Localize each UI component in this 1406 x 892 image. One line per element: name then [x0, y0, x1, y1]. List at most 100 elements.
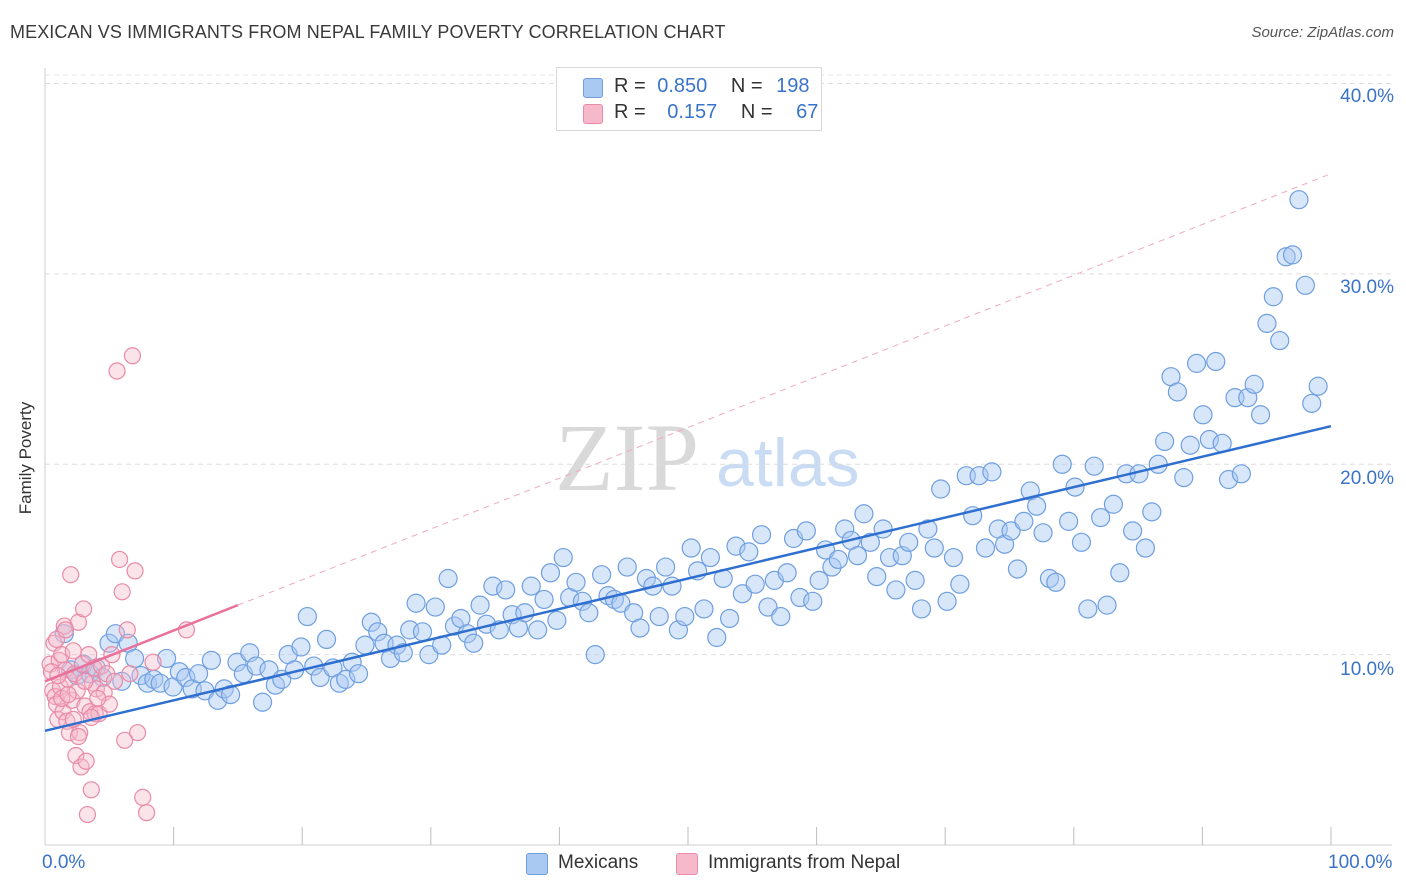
- mexicans-point: [630, 618, 650, 638]
- mexicans-point: [1033, 523, 1053, 543]
- mexicans-point: [125, 648, 145, 669]
- mexicans-point: [291, 637, 311, 657]
- mexicans-point: [310, 667, 330, 688]
- mexicans-point: [758, 597, 778, 617]
- mexicans-point: [297, 606, 317, 627]
- nepal-swatch: [583, 104, 603, 124]
- mexicans-point: [1084, 456, 1104, 476]
- mexicans-point: [656, 557, 676, 577]
- r-value: 0.850: [657, 75, 708, 97]
- mexicans-point: [771, 606, 791, 627]
- mexicans-swatch: [583, 78, 603, 98]
- mexicans-point: [649, 606, 669, 627]
- nepal-trend-extension: [237, 173, 1332, 606]
- r-value: 0.157: [667, 101, 718, 123]
- mexicans-point: [1059, 511, 1079, 531]
- mexicans-trend-line: [44, 424, 1332, 732]
- nepal-point: [116, 731, 134, 749]
- mexicans-point: [924, 538, 944, 558]
- watermark-zip: ZIP: [555, 404, 699, 511]
- mexicans-point: [579, 603, 599, 623]
- mexicans-point: [483, 576, 503, 596]
- mexicans-point: [1052, 454, 1072, 474]
- mexicans-point: [419, 645, 439, 665]
- mexicans-point: [566, 572, 586, 592]
- mexicans-point: [918, 519, 938, 539]
- watermark: ZIP atlas: [555, 404, 860, 511]
- mexicans-point: [464, 633, 484, 653]
- nepal-point: [77, 752, 95, 770]
- mexicans-point: [1289, 190, 1309, 210]
- mexicans-point: [176, 667, 196, 688]
- mexicans-point: [1091, 507, 1111, 528]
- mexicans-point: [534, 589, 554, 610]
- nepal-point: [108, 362, 126, 380]
- mexicans-point: [425, 597, 445, 617]
- mexicans-point: [943, 547, 964, 568]
- mexicans-point: [732, 584, 752, 604]
- mexicans-point: [189, 664, 209, 684]
- y-tick-label-10: 10.0%: [1340, 659, 1394, 680]
- mexicans-point: [1155, 431, 1175, 452]
- mexicans-point: [208, 690, 228, 710]
- mexicans-point: [496, 580, 516, 600]
- mexicans-point: [157, 648, 177, 669]
- nepal-point: [69, 727, 88, 746]
- mexicans-point: [316, 629, 337, 650]
- mexicans-point: [1295, 275, 1315, 295]
- mexicans-point: [982, 462, 1002, 482]
- mexicans-point: [1206, 351, 1226, 372]
- mexicans-point: [675, 606, 695, 627]
- mexicans-point: [105, 624, 126, 644]
- mexicans-point: [803, 591, 823, 611]
- nepal-point: [113, 583, 131, 601]
- y-tick-label-20: 20.0%: [1340, 468, 1394, 489]
- mexicans-point: [470, 595, 490, 615]
- x-tick-label-max: 100.0%: [1328, 852, 1393, 873]
- mexicans-point: [707, 627, 727, 648]
- nepal-point: [110, 550, 129, 569]
- mexicans-point: [694, 599, 714, 619]
- mexicans-point: [1186, 353, 1207, 373]
- mexicans-point: [739, 542, 759, 562]
- mexicans-point: [1103, 494, 1124, 514]
- mexicans-point: [886, 580, 906, 600]
- mexicans-point: [796, 521, 816, 541]
- mexicans-point: [521, 576, 541, 596]
- mexicans-point: [348, 664, 369, 684]
- mexicans-point: [1282, 245, 1303, 265]
- nepal-point: [134, 788, 152, 807]
- mexicans-point: [1199, 429, 1219, 450]
- n-label: N =: [740, 101, 773, 123]
- legend-label-nepal: Immigrants from Nepal: [708, 852, 901, 873]
- mexicans-point: [969, 466, 989, 486]
- nepal-point: [62, 566, 80, 584]
- series-legend: Mexicans Immigrants from Nepal: [0, 852, 1406, 878]
- nepal-point: [121, 665, 139, 683]
- mexicans-point: [681, 538, 701, 558]
- chart-source: Source: ZipAtlas.com: [1251, 24, 1394, 41]
- mexicans-point: [719, 608, 740, 629]
- mexicans-point: [950, 574, 970, 594]
- nepal-point: [82, 781, 100, 799]
- mexicans-point: [751, 525, 772, 545]
- nepal-point: [76, 672, 94, 690]
- mexicans-point: [911, 599, 932, 619]
- mexicans-point: [931, 479, 951, 499]
- mexicans-point: [1308, 376, 1328, 396]
- nepal-extended-trend: [237, 173, 1332, 606]
- mexicans-point: [1142, 502, 1162, 522]
- r-label: R =: [614, 101, 646, 123]
- mexicans-point: [905, 570, 925, 590]
- nepal-point: [126, 562, 144, 580]
- nepal-point: [89, 689, 107, 708]
- nepal-legend-swatch: [676, 853, 698, 875]
- mexicans-point: [1123, 521, 1143, 541]
- mexicans-point: [975, 538, 996, 558]
- mexicans-point: [1110, 563, 1130, 583]
- mexicans-point: [528, 620, 548, 640]
- nepal-point: [105, 672, 124, 690]
- mexicans-point: [99, 633, 119, 653]
- mexicans-point: [438, 568, 458, 589]
- mexicans-point: [1167, 382, 1187, 402]
